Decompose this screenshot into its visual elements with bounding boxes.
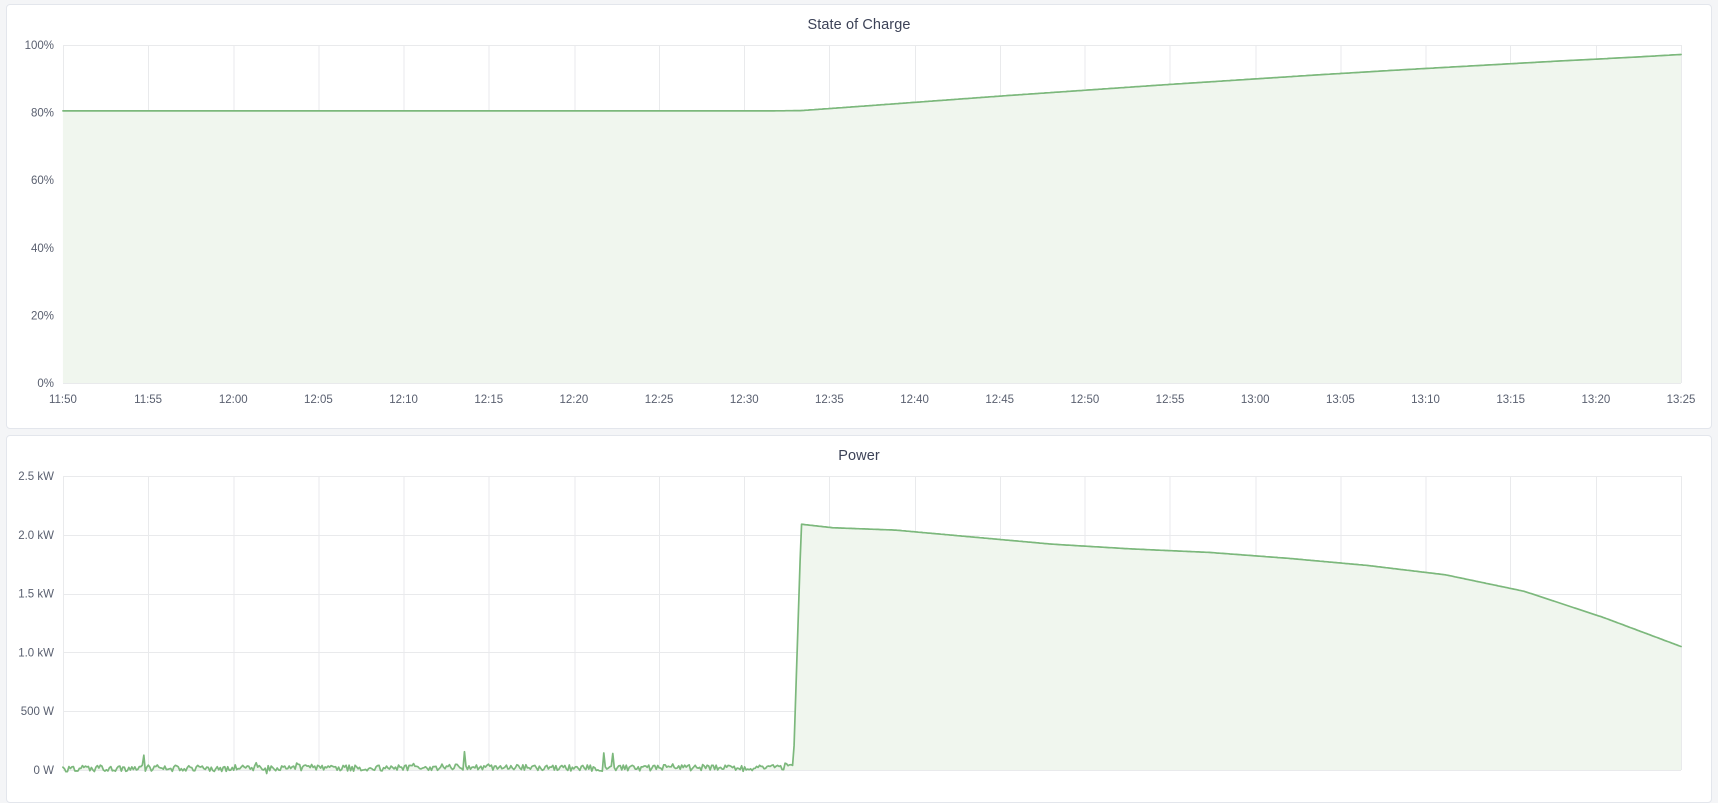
x-axis-tick-label: 12:45 bbox=[985, 393, 1014, 405]
y-axis-tick-label: 60% bbox=[31, 175, 54, 187]
x-axis-tick-label: 13:10 bbox=[1411, 393, 1440, 405]
x-axis-tick-label: 12:55 bbox=[1156, 393, 1185, 405]
x-axis-tick-label: 12:20 bbox=[560, 393, 589, 405]
x-axis-tick-label: 13:05 bbox=[1326, 393, 1355, 405]
y-axis-tick-label: 1.0 kW bbox=[18, 647, 54, 659]
y-axis-tick-label: 80% bbox=[31, 107, 54, 119]
x-axis-tick-label: 12:35 bbox=[815, 393, 844, 405]
panel-power: Power 0 W 500 W 1.0 kW 1.5 kW 2.0 kW 2.5 kW bbox=[6, 435, 1712, 803]
series-area-state-of-charge bbox=[62, 54, 1682, 383]
x-axis-tick-label: 12:25 bbox=[645, 393, 674, 405]
x-axis-tick-label: 12:00 bbox=[219, 393, 248, 405]
x-axis-tick-label: 11:50 bbox=[49, 393, 77, 405]
series-area-power bbox=[62, 523, 1682, 773]
x-axis-tick-label: 12:40 bbox=[900, 393, 929, 405]
y-axis-tick-label: 0% bbox=[37, 377, 54, 389]
x-axis-tick-label: 13:25 bbox=[1667, 393, 1696, 405]
y-axis-tick-label: 500 W bbox=[21, 706, 54, 718]
y-axis-tick-label: 2.0 kW bbox=[18, 529, 54, 541]
chart-power[interactable]: 0 W 500 W 1.0 kW 1.5 kW 2.0 kW 2.5 kW bbox=[7, 464, 1711, 794]
x-axis-tick-label: 12:15 bbox=[474, 393, 503, 405]
y-axis-tick-label: 2.5 kW bbox=[18, 470, 54, 482]
y-axis-tick-label: 20% bbox=[31, 310, 54, 322]
series-line-power bbox=[62, 522, 1682, 774]
x-axis-tick-label: 12:30 bbox=[730, 393, 759, 405]
panel-title-state-of-charge: State of Charge bbox=[807, 17, 911, 33]
x-axis-tick-label: 12:10 bbox=[389, 393, 418, 405]
x-axis-tick-label: 12:05 bbox=[304, 393, 333, 405]
chart-state-of-charge[interactable]: 0% 20% 40% 60% 80% 100% 11:50 11:55 12:00 12:05 12… bbox=[7, 33, 1711, 413]
x-axis-tick-label: 12:50 bbox=[1071, 393, 1100, 405]
y-axis-tick-label: 1.5 kW bbox=[18, 588, 54, 600]
y-axis-tick-label: 40% bbox=[31, 242, 54, 254]
power-plot[interactable]: 0 W 500 W 1.0 kW 1.5 kW 2.0 kW 2.5 kW bbox=[7, 464, 1711, 794]
y-axis-tick-label: 100% bbox=[25, 39, 54, 51]
x-axis-tick-label: 13:00 bbox=[1241, 393, 1270, 405]
panel-state-of-charge: State of Charge 0% 20% 40% 60% 80% 100% 11:50 1… bbox=[6, 4, 1712, 429]
state-of-charge-plot[interactable]: 0% 20% 40% 60% 80% 100% 11:50 11:55 12:00 12:05 12… bbox=[7, 33, 1711, 413]
panel-title-power: Power bbox=[838, 448, 880, 464]
series-line-state-of-charge bbox=[62, 53, 1682, 112]
x-axis-tick-label: 13:15 bbox=[1496, 393, 1525, 405]
x-axis-tick-label: 13:20 bbox=[1582, 393, 1611, 405]
y-axis-tick-label: 0 W bbox=[34, 764, 55, 776]
x-axis-tick-label: 11:55 bbox=[134, 393, 162, 405]
